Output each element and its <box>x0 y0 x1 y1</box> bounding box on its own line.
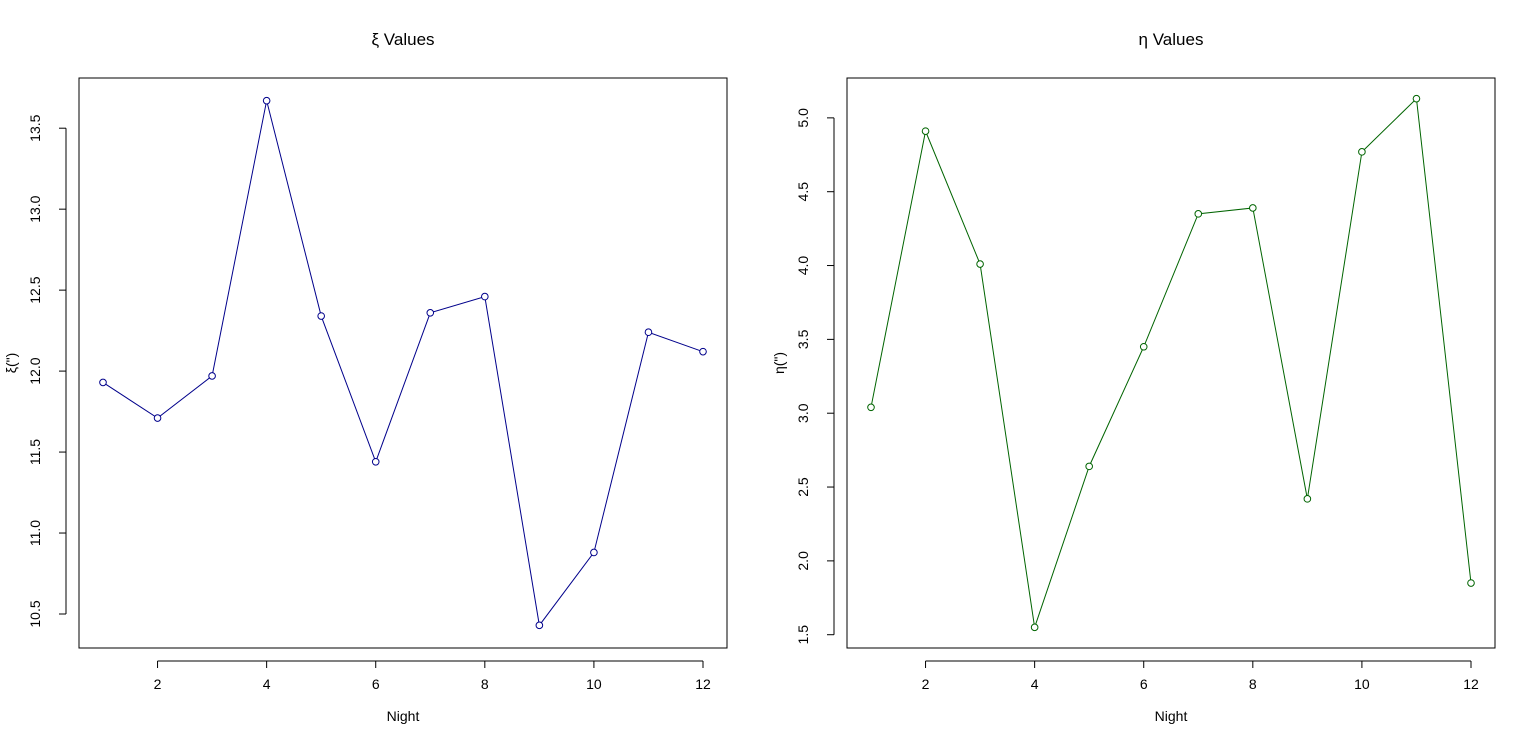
eta-y-tick-label: 2.5 <box>795 477 811 497</box>
eta-data-point <box>1249 204 1257 212</box>
eta-data-point <box>976 260 984 268</box>
eta-data-point <box>1358 148 1366 156</box>
xi-y-tick-label: 12.5 <box>27 276 43 303</box>
eta-data-point <box>1085 462 1093 471</box>
xi-data-point <box>317 312 325 320</box>
eta-x-tick-label: 6 <box>1140 676 1148 692</box>
xi-data-point <box>644 328 653 337</box>
xi-data-point <box>535 621 544 630</box>
eta-values-panel: η Values 2 4 6 8 10 12 1.5 2.0 2.5 3.0 3.5 4.0 4.5 5.0… <box>771 30 1496 724</box>
xi-y-tick-label: 10.5 <box>27 600 43 627</box>
eta-y-tick-label: 3.0 <box>795 403 811 423</box>
eta-y-axis-label: η(") <box>771 352 787 374</box>
xi-y-tick-label: 13.0 <box>27 195 43 222</box>
xi-y-axis-label: ξ(") <box>3 353 19 374</box>
xi-plot-frame <box>78 77 728 649</box>
eta-data-point <box>921 127 930 135</box>
eta-data-point <box>867 403 875 412</box>
eta-data-point <box>1467 579 1475 587</box>
eta-y-tick-label: 2.0 <box>795 551 811 571</box>
eta-y-tick-label: 4.5 <box>795 182 811 202</box>
xi-y-tick-label: 12.0 <box>27 357 43 384</box>
xi-x-tick-label: 12 <box>695 676 711 692</box>
eta-x-tick-label: 8 <box>1249 676 1257 692</box>
eta-chart-title: η Values <box>1139 30 1204 49</box>
eta-y-tick-label: 4.0 <box>795 256 811 276</box>
xi-x-axis-label: Night <box>387 708 420 724</box>
xi-x-tick-label: 10 <box>586 676 602 692</box>
eta-data-point <box>1303 495 1312 503</box>
xi-data-point <box>153 414 162 422</box>
xi-data-point <box>590 548 598 557</box>
xi-x-tick-label: 6 <box>372 676 380 692</box>
eta-data-point <box>1139 342 1148 351</box>
eta-y-tick-label: 3.5 <box>795 329 811 349</box>
xi-data-point <box>371 457 380 466</box>
xi-data-point <box>262 96 271 105</box>
eta-data-point <box>1412 94 1421 103</box>
eta-data-point <box>1030 623 1039 632</box>
eta-x-axis-label: Night <box>1155 708 1188 724</box>
xi-chart-title: ξ Values <box>371 30 434 49</box>
xi-x-tick-label: 4 <box>263 676 271 692</box>
xi-y-tick-label: 11.5 <box>27 439 43 465</box>
xi-data-point <box>481 292 489 301</box>
xi-data-point <box>208 372 216 380</box>
eta-y-tick-label: 5.0 <box>795 108 811 128</box>
eta-x-tick-label: 2 <box>922 676 930 692</box>
xi-values-panel: ξ Values 2 4 6 8 10 12 10.5 11.0 11.5 12.0 12.5 13.0… <box>3 30 728 724</box>
xi-series-line <box>102 100 704 627</box>
xi-y-tick-label: 11.0 <box>27 520 43 546</box>
xi-data-point <box>426 309 435 317</box>
xi-x-tick-label: 8 <box>481 676 489 692</box>
xi-x-tick-label: 2 <box>154 676 162 692</box>
eta-plot-frame <box>846 77 1496 649</box>
xi-data-point <box>99 378 107 387</box>
eta-data-point <box>1194 210 1203 218</box>
xi-y-tick-label: 13.5 <box>27 114 43 141</box>
eta-y-tick-label: 1.5 <box>795 625 811 645</box>
xi-data-point <box>699 347 707 356</box>
eta-x-tick-label: 4 <box>1031 676 1039 692</box>
eta-x-tick-label: 10 <box>1354 676 1370 692</box>
eta-series-line <box>870 97 1472 628</box>
eta-x-tick-label: 12 <box>1463 676 1479 692</box>
